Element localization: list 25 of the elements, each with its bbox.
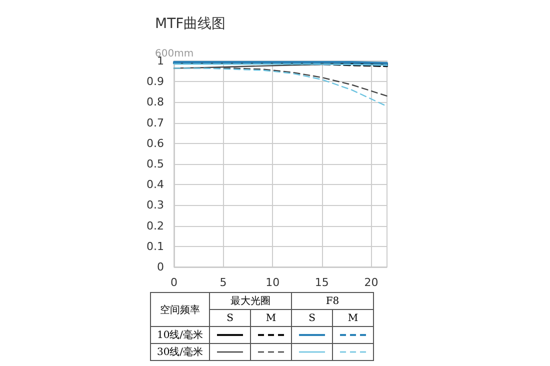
x-tick-label: 15 <box>314 276 329 289</box>
text: 最大光圈 <box>210 292 292 310</box>
x-tick-label: 20 <box>364 276 378 289</box>
y-tick-label: 0.3 <box>146 198 164 212</box>
text: F8 <box>292 292 374 310</box>
text: S <box>210 310 250 326</box>
text: 30线/毫米 <box>150 344 210 360</box>
text: M <box>332 310 374 326</box>
legend-title: 空间频率 <box>150 292 210 326</box>
y-tick-label: 0.5 <box>146 158 164 170</box>
chart-title: MTF曲线图 <box>155 16 226 32</box>
y-tick-label: 0 <box>157 260 164 274</box>
x-tick-label: 5 <box>220 276 227 289</box>
y-tick-label: 0.2 <box>146 219 164 232</box>
x-tick-label: 10 <box>266 276 280 289</box>
y-tick-label: 0.8 <box>146 96 164 109</box>
text: S <box>292 310 332 326</box>
y-tick-label: 0.7 <box>146 116 164 130</box>
x-tick-label: 0 <box>170 276 178 289</box>
text: 10线/毫米 <box>150 326 210 344</box>
y-tick-label: 0.6 <box>146 136 164 150</box>
y-tick-label: 0.4 <box>146 178 164 192</box>
y-tick-label: 0.1 <box>146 240 164 253</box>
text: M <box>250 310 292 326</box>
y-tick-label: 0.9 <box>146 75 164 88</box>
